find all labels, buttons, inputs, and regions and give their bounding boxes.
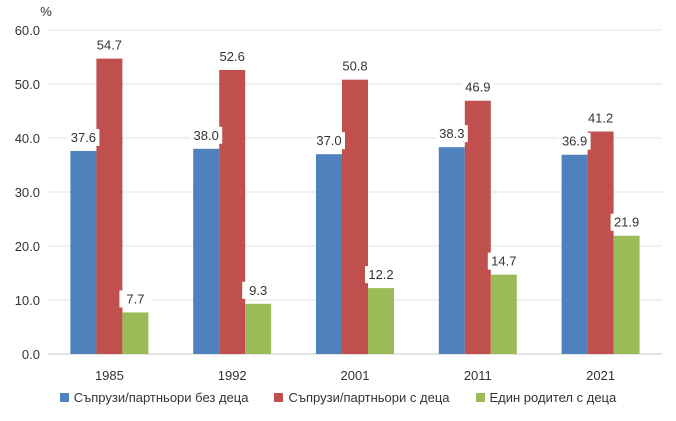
y-tick-label: 10.0 xyxy=(15,293,40,308)
data-label: 38.0 xyxy=(194,128,219,143)
legend-item-series-2: Съпрузи/партньори с деца xyxy=(274,390,450,405)
data-label: 14.7 xyxy=(491,254,516,269)
data-label: 46.9 xyxy=(465,80,490,95)
data-labels: 37.6 54.7 7.7 38.0 52.6 9.3 37.0 50.8 12.2 38.3 46… xyxy=(67,36,643,308)
x-tick-label: 2001 xyxy=(341,368,370,383)
y-tick-label: 20.0 xyxy=(15,239,40,254)
y-tick-label: 40.0 xyxy=(15,131,40,146)
x-tick-label: 1992 xyxy=(218,368,247,383)
data-label-bg xyxy=(610,213,643,231)
bar xyxy=(587,131,614,354)
data-label-bg xyxy=(365,266,397,284)
legend-label-series-1: Съпрузи/партньори без деца xyxy=(73,390,249,405)
bar xyxy=(245,303,272,354)
x-tick-label: 2021 xyxy=(586,368,615,383)
data-label: 9.3 xyxy=(249,283,267,298)
data-label-bg xyxy=(190,126,223,144)
legend: Съпрузи/партньори без деца Съпрузи/партн… xyxy=(0,390,676,405)
y-tick-label: 30.0 xyxy=(15,185,40,200)
data-label-bg xyxy=(242,281,275,299)
data-label: 54.7 xyxy=(97,38,122,53)
bar xyxy=(70,150,97,354)
y-tick-label: 0.0 xyxy=(22,347,40,362)
bars xyxy=(70,58,640,355)
data-label-bg xyxy=(461,78,494,96)
bar xyxy=(219,69,246,355)
x-axis-ticks: 1985 1992 2001 2011 2021 xyxy=(95,368,615,383)
bar xyxy=(342,79,368,355)
data-label-bg xyxy=(435,125,468,143)
legend-label-series-2: Съпрузи/партньори с деца xyxy=(288,390,450,405)
y-axis-ticks: 0.0 10.0 20.0 30.0 40.0 50.0 60.0 xyxy=(15,23,40,362)
legend-swatch-series-3 xyxy=(475,393,485,402)
legend-item-series-1: Съпрузи/партньори без деца xyxy=(59,390,249,405)
x-tick-label: 1985 xyxy=(95,368,124,383)
x-tick-label: 2011 xyxy=(464,368,492,383)
data-label: 41.2 xyxy=(588,111,613,126)
data-label: 21.9 xyxy=(614,215,639,230)
data-label: 52.6 xyxy=(220,49,245,64)
legend-item-series-3: Един родител с деца xyxy=(475,390,617,405)
y-tick-label: 50.0 xyxy=(15,77,40,92)
data-label-bg xyxy=(93,36,126,54)
data-label-bg xyxy=(339,57,371,75)
bar xyxy=(490,274,517,354)
data-label-bg xyxy=(67,128,100,146)
bar xyxy=(316,154,342,354)
data-label-bg xyxy=(558,132,591,150)
legend-swatch-series-2 xyxy=(274,393,284,402)
data-label: 37.6 xyxy=(71,130,96,145)
data-label: 36.9 xyxy=(562,134,587,149)
legend-label-series-3: Един родител с деца xyxy=(489,390,617,405)
y-axis-unit-label: % xyxy=(40,4,52,19)
bar xyxy=(96,58,123,355)
data-label: 37.0 xyxy=(316,133,341,148)
bar xyxy=(438,147,465,354)
data-label-bg xyxy=(216,47,249,65)
data-label-bg xyxy=(487,252,520,270)
data-label: 7.7 xyxy=(126,291,144,306)
data-label: 12.2 xyxy=(368,267,393,282)
bar xyxy=(122,312,149,354)
data-label-bg xyxy=(313,132,345,150)
bar xyxy=(193,148,220,354)
legend-swatch-series-1 xyxy=(59,393,69,402)
bar xyxy=(613,235,640,354)
bar xyxy=(464,100,491,355)
bar xyxy=(561,154,588,354)
data-label-bg xyxy=(119,290,152,308)
y-tick-label: 60.0 xyxy=(15,23,40,38)
data-label: 38.3 xyxy=(439,126,464,141)
data-label: 50.8 xyxy=(342,59,367,74)
data-label-bg xyxy=(584,109,617,127)
bar xyxy=(368,288,394,354)
